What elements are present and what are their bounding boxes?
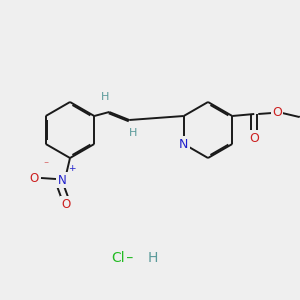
Text: H: H xyxy=(148,251,158,265)
Text: H: H xyxy=(129,128,137,138)
Text: H: H xyxy=(101,92,110,102)
Text: ⁻: ⁻ xyxy=(44,160,49,170)
Text: O: O xyxy=(29,172,39,184)
Text: N: N xyxy=(58,173,66,187)
Text: Cl: Cl xyxy=(111,251,125,265)
Text: N: N xyxy=(179,137,188,151)
Text: O: O xyxy=(249,131,259,145)
Text: O: O xyxy=(272,106,282,119)
Text: O: O xyxy=(61,197,70,211)
Text: –: – xyxy=(122,251,138,265)
Text: +: + xyxy=(68,164,76,172)
